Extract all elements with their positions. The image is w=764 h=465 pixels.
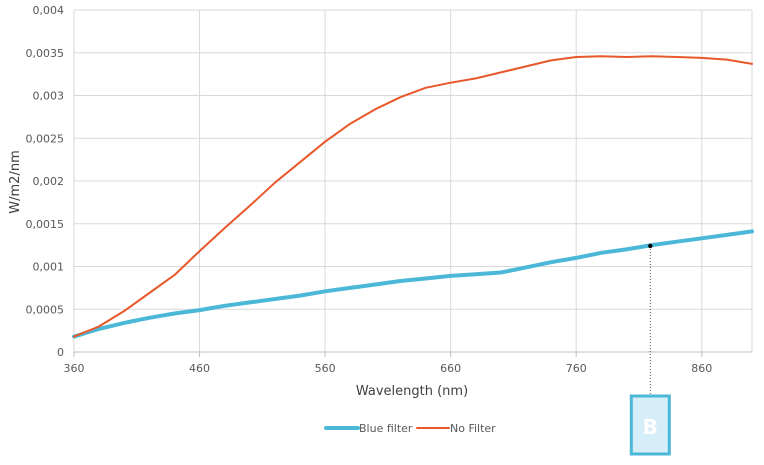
x-tick-label: 560: [315, 362, 336, 375]
annotation-point: [648, 243, 653, 249]
y-tick-label: 0,0005: [26, 303, 65, 316]
legend-label-blue-filter: Blue filter: [359, 422, 413, 435]
x-tick-label: 660: [440, 362, 461, 375]
grid: [73, 9, 753, 353]
annotation-box: [629, 394, 671, 456]
series-layer: [72, 55, 754, 339]
y-tick-label: 0,002: [33, 175, 65, 188]
y-tick-label: 0,0025: [26, 132, 65, 145]
x-tick-label: 860: [691, 362, 712, 375]
y-axis-title: W/m2/nm: [8, 150, 23, 213]
annotation-label: B: [643, 415, 658, 439]
axes: 0 0,0005 0,001 0,0015 0,002 0,0025 0,003 0,0035…: [26, 4, 752, 375]
x-tick-label: 760: [566, 362, 587, 375]
x-axis-title: Wavelength (nm): [356, 384, 468, 399]
series-line-no-filter: [73, 55, 753, 338]
x-tick-label: 360: [64, 362, 85, 375]
annotation: B: [629, 243, 671, 456]
y-tick-label: 0,0015: [26, 218, 65, 231]
y-tick-label: 0,003: [33, 90, 65, 103]
legend: Blue filter No Filter: [324, 422, 496, 435]
y-tick-label: 0,001: [33, 261, 65, 274]
y-tick-label: 0,0035: [26, 47, 65, 60]
series-line-blue-filter: [72, 229, 754, 339]
y-tick-label: 0,004: [33, 4, 65, 17]
x-tick-label: 460: [189, 362, 210, 375]
legend-label-no-filter: No Filter: [450, 422, 496, 435]
y-tick-label: 0: [57, 346, 64, 359]
